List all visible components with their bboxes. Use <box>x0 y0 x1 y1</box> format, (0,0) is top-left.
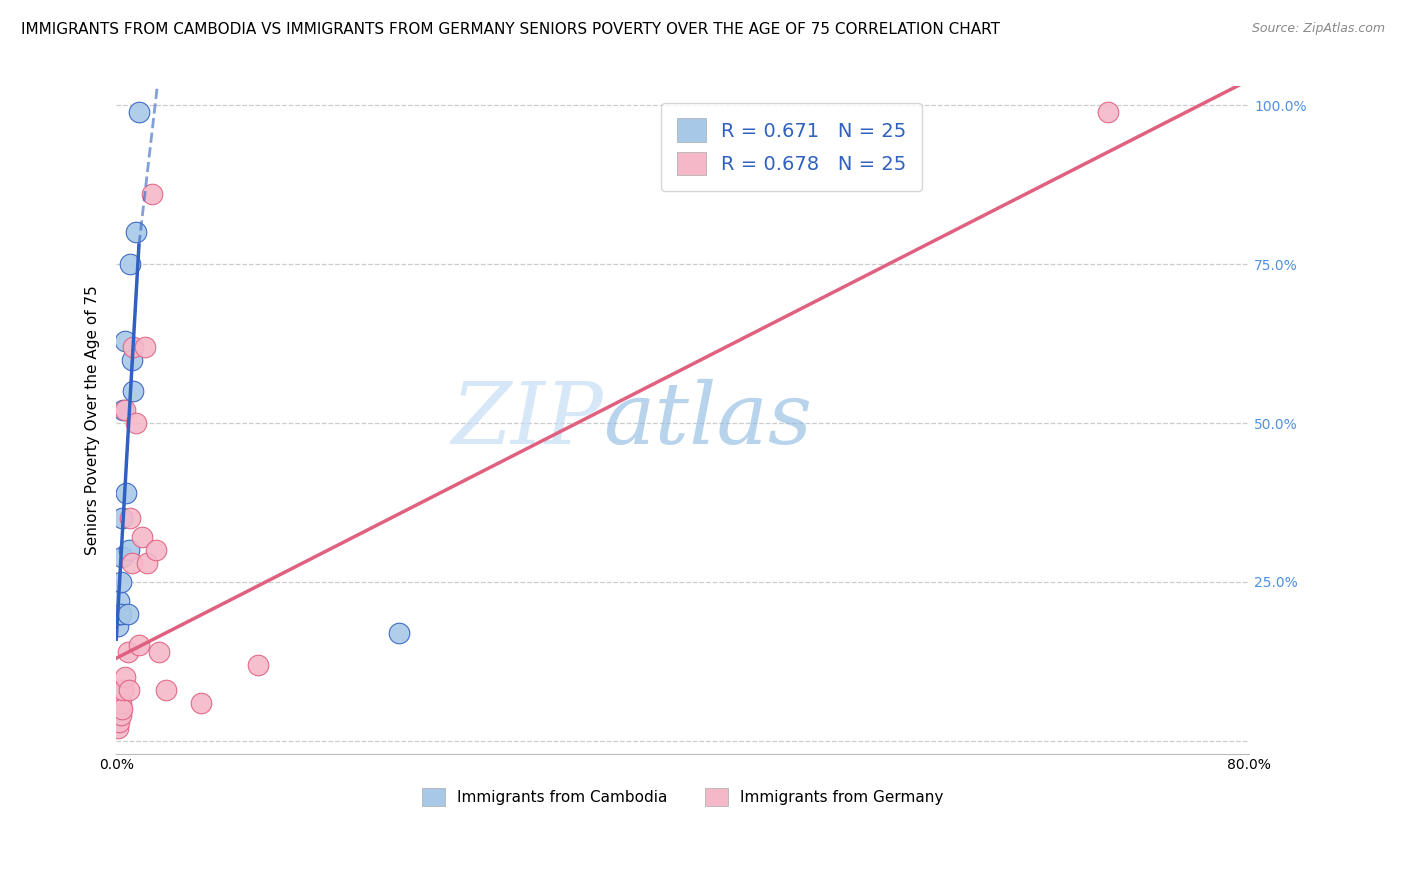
Point <box>111 549 134 564</box>
Point <box>141 187 163 202</box>
Point <box>107 702 129 716</box>
Point <box>114 334 136 348</box>
Point <box>105 708 128 723</box>
Point <box>111 702 134 716</box>
Point <box>125 226 148 240</box>
Point <box>110 574 132 589</box>
Point <box>107 607 129 621</box>
Point <box>115 486 138 500</box>
Point <box>107 619 129 633</box>
Point <box>136 556 159 570</box>
Point <box>114 670 136 684</box>
Point <box>134 340 156 354</box>
Point <box>108 714 131 729</box>
Text: IMMIGRANTS FROM CAMBODIA VS IMMIGRANTS FROM GERMANY SENIORS POVERTY OVER THE AGE: IMMIGRANTS FROM CAMBODIA VS IMMIGRANTS F… <box>21 22 1000 37</box>
Text: atlas: atlas <box>603 378 813 461</box>
Point <box>122 384 145 399</box>
Point <box>128 639 150 653</box>
Point <box>110 696 132 710</box>
Point <box>120 257 142 271</box>
Legend: Immigrants from Cambodia, Immigrants from Germany: Immigrants from Cambodia, Immigrants fro… <box>416 781 950 813</box>
Point <box>108 607 131 621</box>
Point <box>128 104 150 119</box>
Point <box>111 511 134 525</box>
Point <box>114 403 136 417</box>
Point <box>122 340 145 354</box>
Text: ZIP: ZIP <box>451 378 603 461</box>
Point <box>110 607 132 621</box>
Point <box>121 556 143 570</box>
Point <box>108 690 131 704</box>
Point <box>145 543 167 558</box>
Y-axis label: Seniors Poverty Over the Age of 75: Seniors Poverty Over the Age of 75 <box>86 285 100 555</box>
Point <box>110 702 132 716</box>
Point <box>117 607 139 621</box>
Point <box>1097 104 1119 119</box>
Point <box>118 683 141 698</box>
Point <box>125 416 148 430</box>
Point <box>246 657 269 672</box>
Point <box>110 708 132 723</box>
Point <box>117 645 139 659</box>
Text: Source: ZipAtlas.com: Source: ZipAtlas.com <box>1251 22 1385 36</box>
Point <box>118 543 141 558</box>
Point <box>155 683 177 698</box>
Point <box>112 683 135 698</box>
Point <box>131 531 153 545</box>
Point <box>148 645 170 659</box>
Point <box>108 702 131 716</box>
Point <box>388 625 411 640</box>
Point <box>107 721 129 735</box>
Point <box>108 594 131 608</box>
Point <box>107 702 129 716</box>
Point <box>121 352 143 367</box>
Point <box>112 403 135 417</box>
Point <box>120 511 142 525</box>
Point <box>190 696 212 710</box>
